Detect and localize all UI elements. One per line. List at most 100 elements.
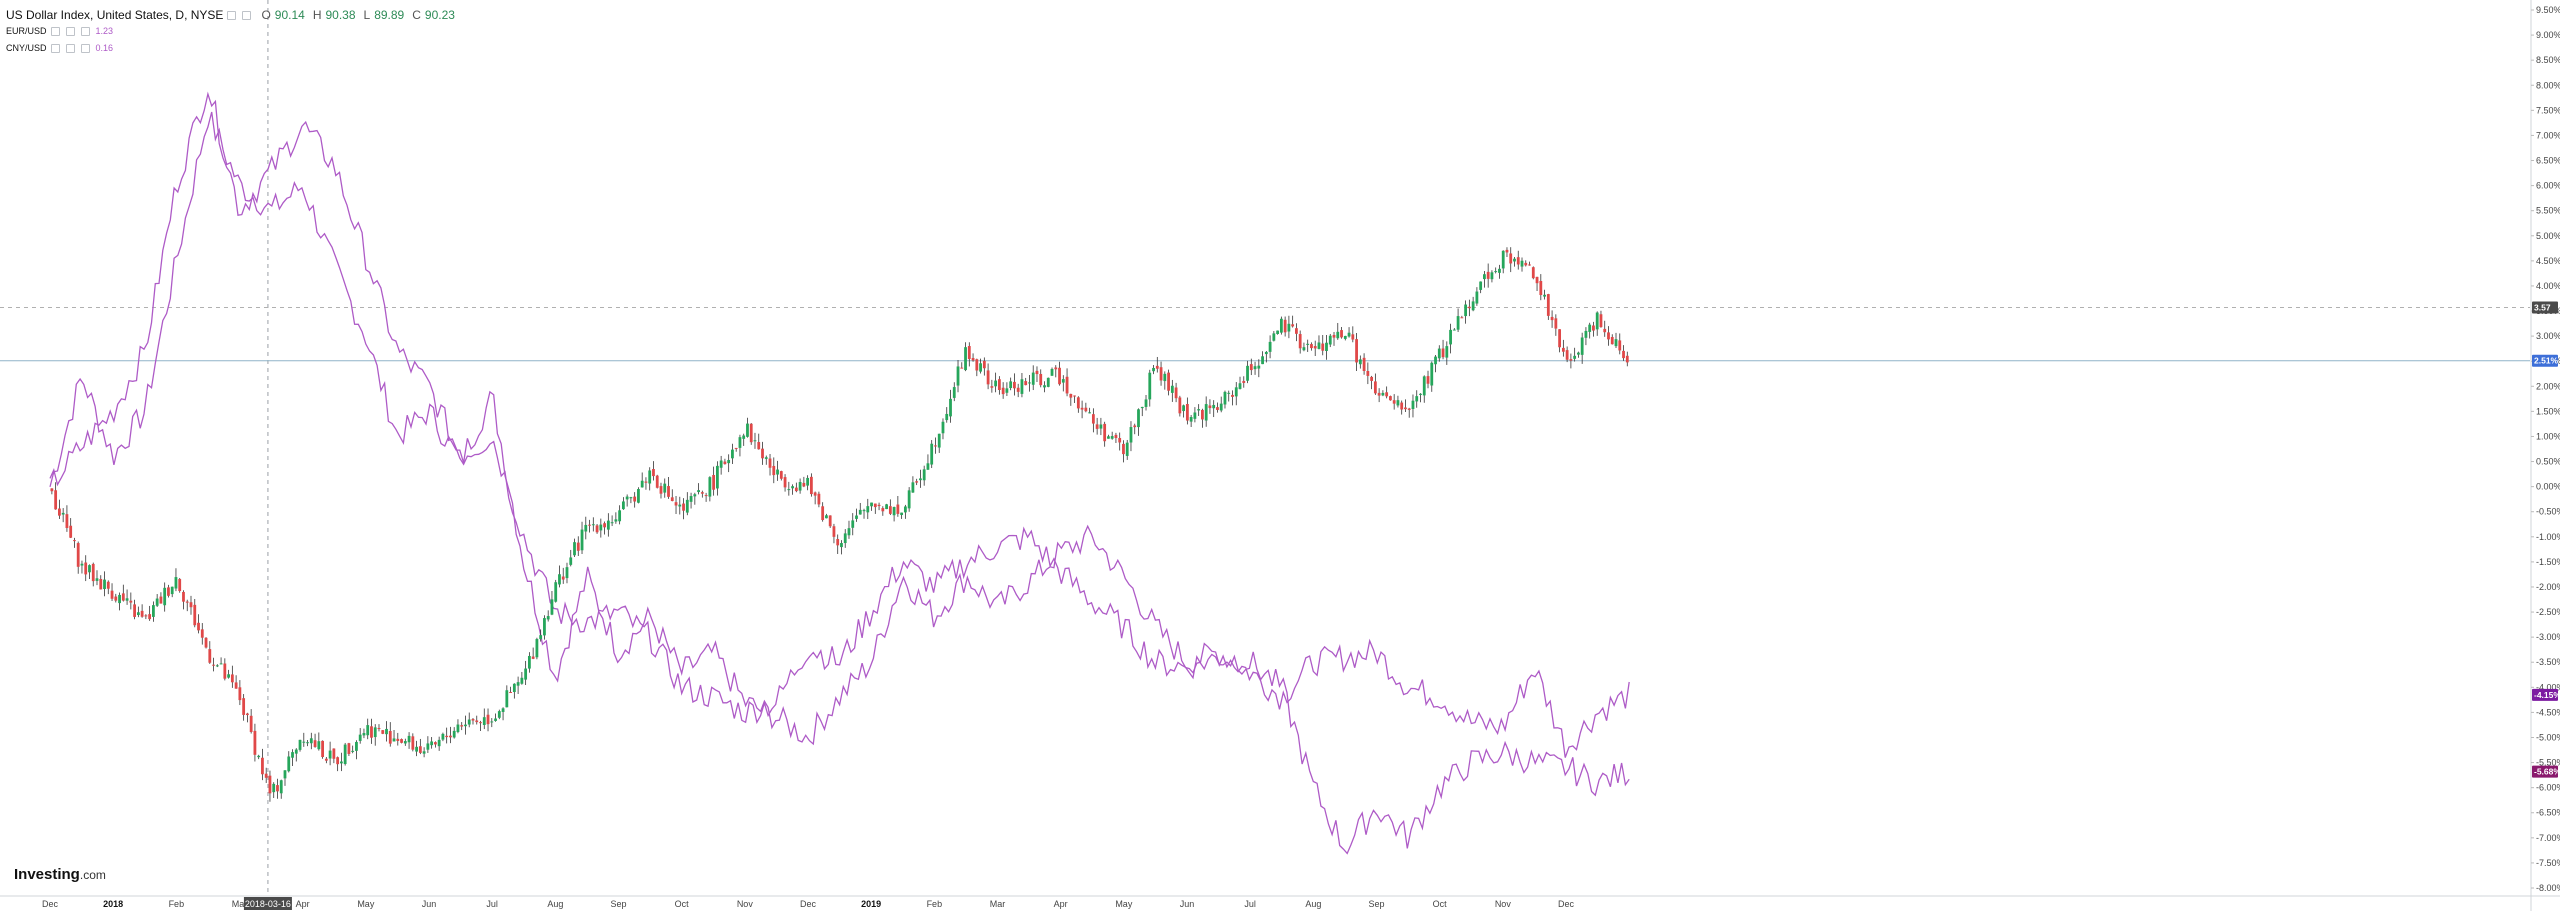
candle-body: [960, 367, 964, 369]
candle-body: [1189, 417, 1193, 422]
candle-body: [1434, 356, 1437, 365]
investing-logo: Investing.com: [14, 866, 106, 883]
candle-body: [475, 720, 479, 723]
candle-body: [309, 738, 313, 744]
visibility-toggle-icon[interactable]: [227, 10, 237, 20]
candle-body: [1204, 404, 1208, 421]
y-tick-label: -4.00%: [2536, 682, 2560, 692]
candle-body: [1595, 312, 1599, 330]
candle-body: [1140, 406, 1144, 409]
eur-remove-icon[interactable]: [80, 27, 90, 36]
candle-body: [1268, 341, 1272, 352]
candle-body: [625, 496, 629, 500]
candle-body: [452, 730, 456, 738]
candle-body: [1385, 392, 1389, 397]
candle-body: [1561, 347, 1565, 352]
candle-body: [621, 501, 625, 510]
candle-body: [554, 582, 558, 602]
candle-body: [407, 735, 411, 743]
candle-body: [851, 520, 855, 528]
candle-body: [133, 604, 136, 617]
y-tick-label: -5.50%: [2536, 758, 2560, 768]
eur-legend[interactable]: EUR/USD 1.23: [6, 27, 113, 36]
candle-body: [648, 470, 652, 484]
candle-body: [637, 489, 640, 503]
candle-body: [1287, 323, 1291, 332]
candle-body: [1464, 304, 1468, 317]
candle-body: [1144, 399, 1148, 407]
candle-body: [170, 586, 174, 595]
candle-body: [1471, 301, 1475, 311]
candle-body: [595, 525, 599, 533]
candle-body: [73, 540, 76, 542]
eur-visibility-icon[interactable]: [50, 27, 60, 36]
candle-body: [1005, 388, 1009, 393]
candle-body: [1264, 351, 1268, 355]
candle-body: [1178, 397, 1182, 414]
candle-body: [1234, 387, 1238, 397]
candle-body: [1501, 250, 1505, 269]
x-tick-label: Nov: [737, 899, 754, 909]
candle-body: [994, 380, 998, 387]
candle-body: [80, 563, 84, 566]
candle-body: [565, 567, 569, 579]
candle-body: [1298, 334, 1302, 349]
candle-body: [178, 579, 182, 592]
candle-body: [1103, 423, 1107, 442]
candle-body: [1099, 424, 1103, 429]
y-tick-label: -8.00%: [2536, 883, 2560, 893]
candle-body: [106, 581, 110, 589]
candle-body: [1261, 356, 1264, 365]
cny-legend[interactable]: CNY/USD 0.16: [6, 44, 113, 53]
eur-settings-icon[interactable]: [65, 27, 75, 36]
candle-body: [881, 508, 885, 512]
candle-body: [1430, 362, 1434, 386]
candle-body: [125, 598, 129, 601]
candle-body: [749, 423, 753, 443]
candle-body: [1340, 330, 1343, 338]
last-value-badge: [2532, 354, 2558, 367]
y-tick-label: 0.50%: [2536, 457, 2560, 467]
candle-body: [1546, 294, 1550, 316]
y-tick-label: 5.50%: [2536, 206, 2560, 216]
candle-body: [400, 739, 403, 743]
candle-body: [670, 497, 674, 502]
candle-body: [121, 593, 125, 601]
cny-visibility-icon[interactable]: [50, 44, 60, 53]
candle-body: [1483, 274, 1486, 280]
candle-body: [355, 741, 358, 751]
candle-body: [1152, 367, 1155, 372]
candle-body: [347, 743, 351, 754]
candle-body: [633, 496, 637, 502]
x-tick-label: Nov: [1495, 899, 1512, 909]
candle-body: [610, 522, 614, 524]
candle-body: [1328, 335, 1332, 345]
cny-value: 0.16: [95, 43, 114, 53]
settings-toggle-icon[interactable]: [242, 10, 252, 20]
y-tick-label: 3.00%: [2536, 331, 2560, 341]
cny-settings-icon[interactable]: [65, 44, 75, 53]
main-series-legend[interactable]: US Dollar Index, United States, D, NYSE …: [6, 9, 455, 21]
cny-remove-icon[interactable]: [80, 44, 90, 53]
candle-body: [1362, 357, 1366, 371]
candle-body: [990, 386, 994, 388]
candle-body: [1028, 382, 1031, 384]
candle-body: [937, 433, 941, 448]
candle-body: [1155, 365, 1159, 369]
candle-body: [546, 616, 550, 620]
main-symbol-label: US Dollar Index, United States, D, NYSE: [6, 8, 224, 22]
candle-body: [900, 512, 904, 516]
candle-body: [50, 488, 54, 492]
candle-body: [411, 736, 415, 750]
y-tick-label: 0.00%: [2536, 482, 2560, 492]
candle-body: [1182, 405, 1186, 412]
candle-body: [151, 605, 155, 617]
candle-body: [663, 483, 667, 493]
candle-body: [324, 758, 328, 761]
x-tick-label: May: [357, 899, 375, 909]
candle-body: [54, 490, 58, 510]
candle-body: [1050, 368, 1054, 376]
candle-body: [294, 749, 298, 754]
